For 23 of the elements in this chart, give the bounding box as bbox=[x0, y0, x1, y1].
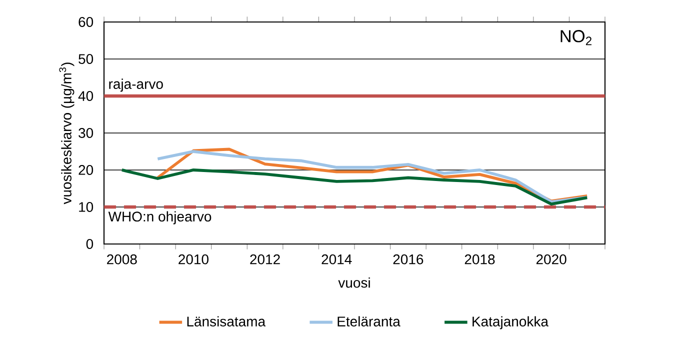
chart-title: NO$_{2}$ bbox=[560, 30, 592, 46]
x-axis-title: vuosi bbox=[338, 277, 370, 288]
y-tick-label: 50 bbox=[78, 54, 94, 64]
legend-label: Eteläranta bbox=[338, 316, 400, 326]
x-tick-label: 2012 bbox=[250, 254, 280, 264]
ref-line-label: raja-arvo bbox=[109, 78, 163, 92]
y-tick-label: 40 bbox=[78, 91, 94, 101]
line-series bbox=[120, 168, 589, 206]
y-tick-label: 20 bbox=[78, 165, 94, 175]
y-tick-label: 0 bbox=[86, 239, 94, 249]
y-axis-title: vuosikeskiarvo (µg/m$^{3}$) bbox=[59, 62, 74, 204]
x-tick-label: 2010 bbox=[178, 254, 208, 264]
y-tick-label: 30 bbox=[78, 128, 94, 138]
legend-label: Länsisatama bbox=[187, 316, 266, 326]
x-tick-label: 2020 bbox=[536, 254, 566, 264]
legend-label: Katajanokka bbox=[472, 316, 548, 330]
x-tick-label: 2016 bbox=[393, 254, 424, 264]
x-tick-label: 2008 bbox=[107, 254, 137, 264]
x-tick-label: 2014 bbox=[322, 254, 352, 264]
ref-line-label: WHO:n ohjearvo bbox=[108, 211, 212, 224]
x-tick-label: 2018 bbox=[464, 254, 495, 264]
y-tick-label: 60 bbox=[78, 17, 94, 27]
y-tick-label: 10 bbox=[79, 202, 94, 212]
